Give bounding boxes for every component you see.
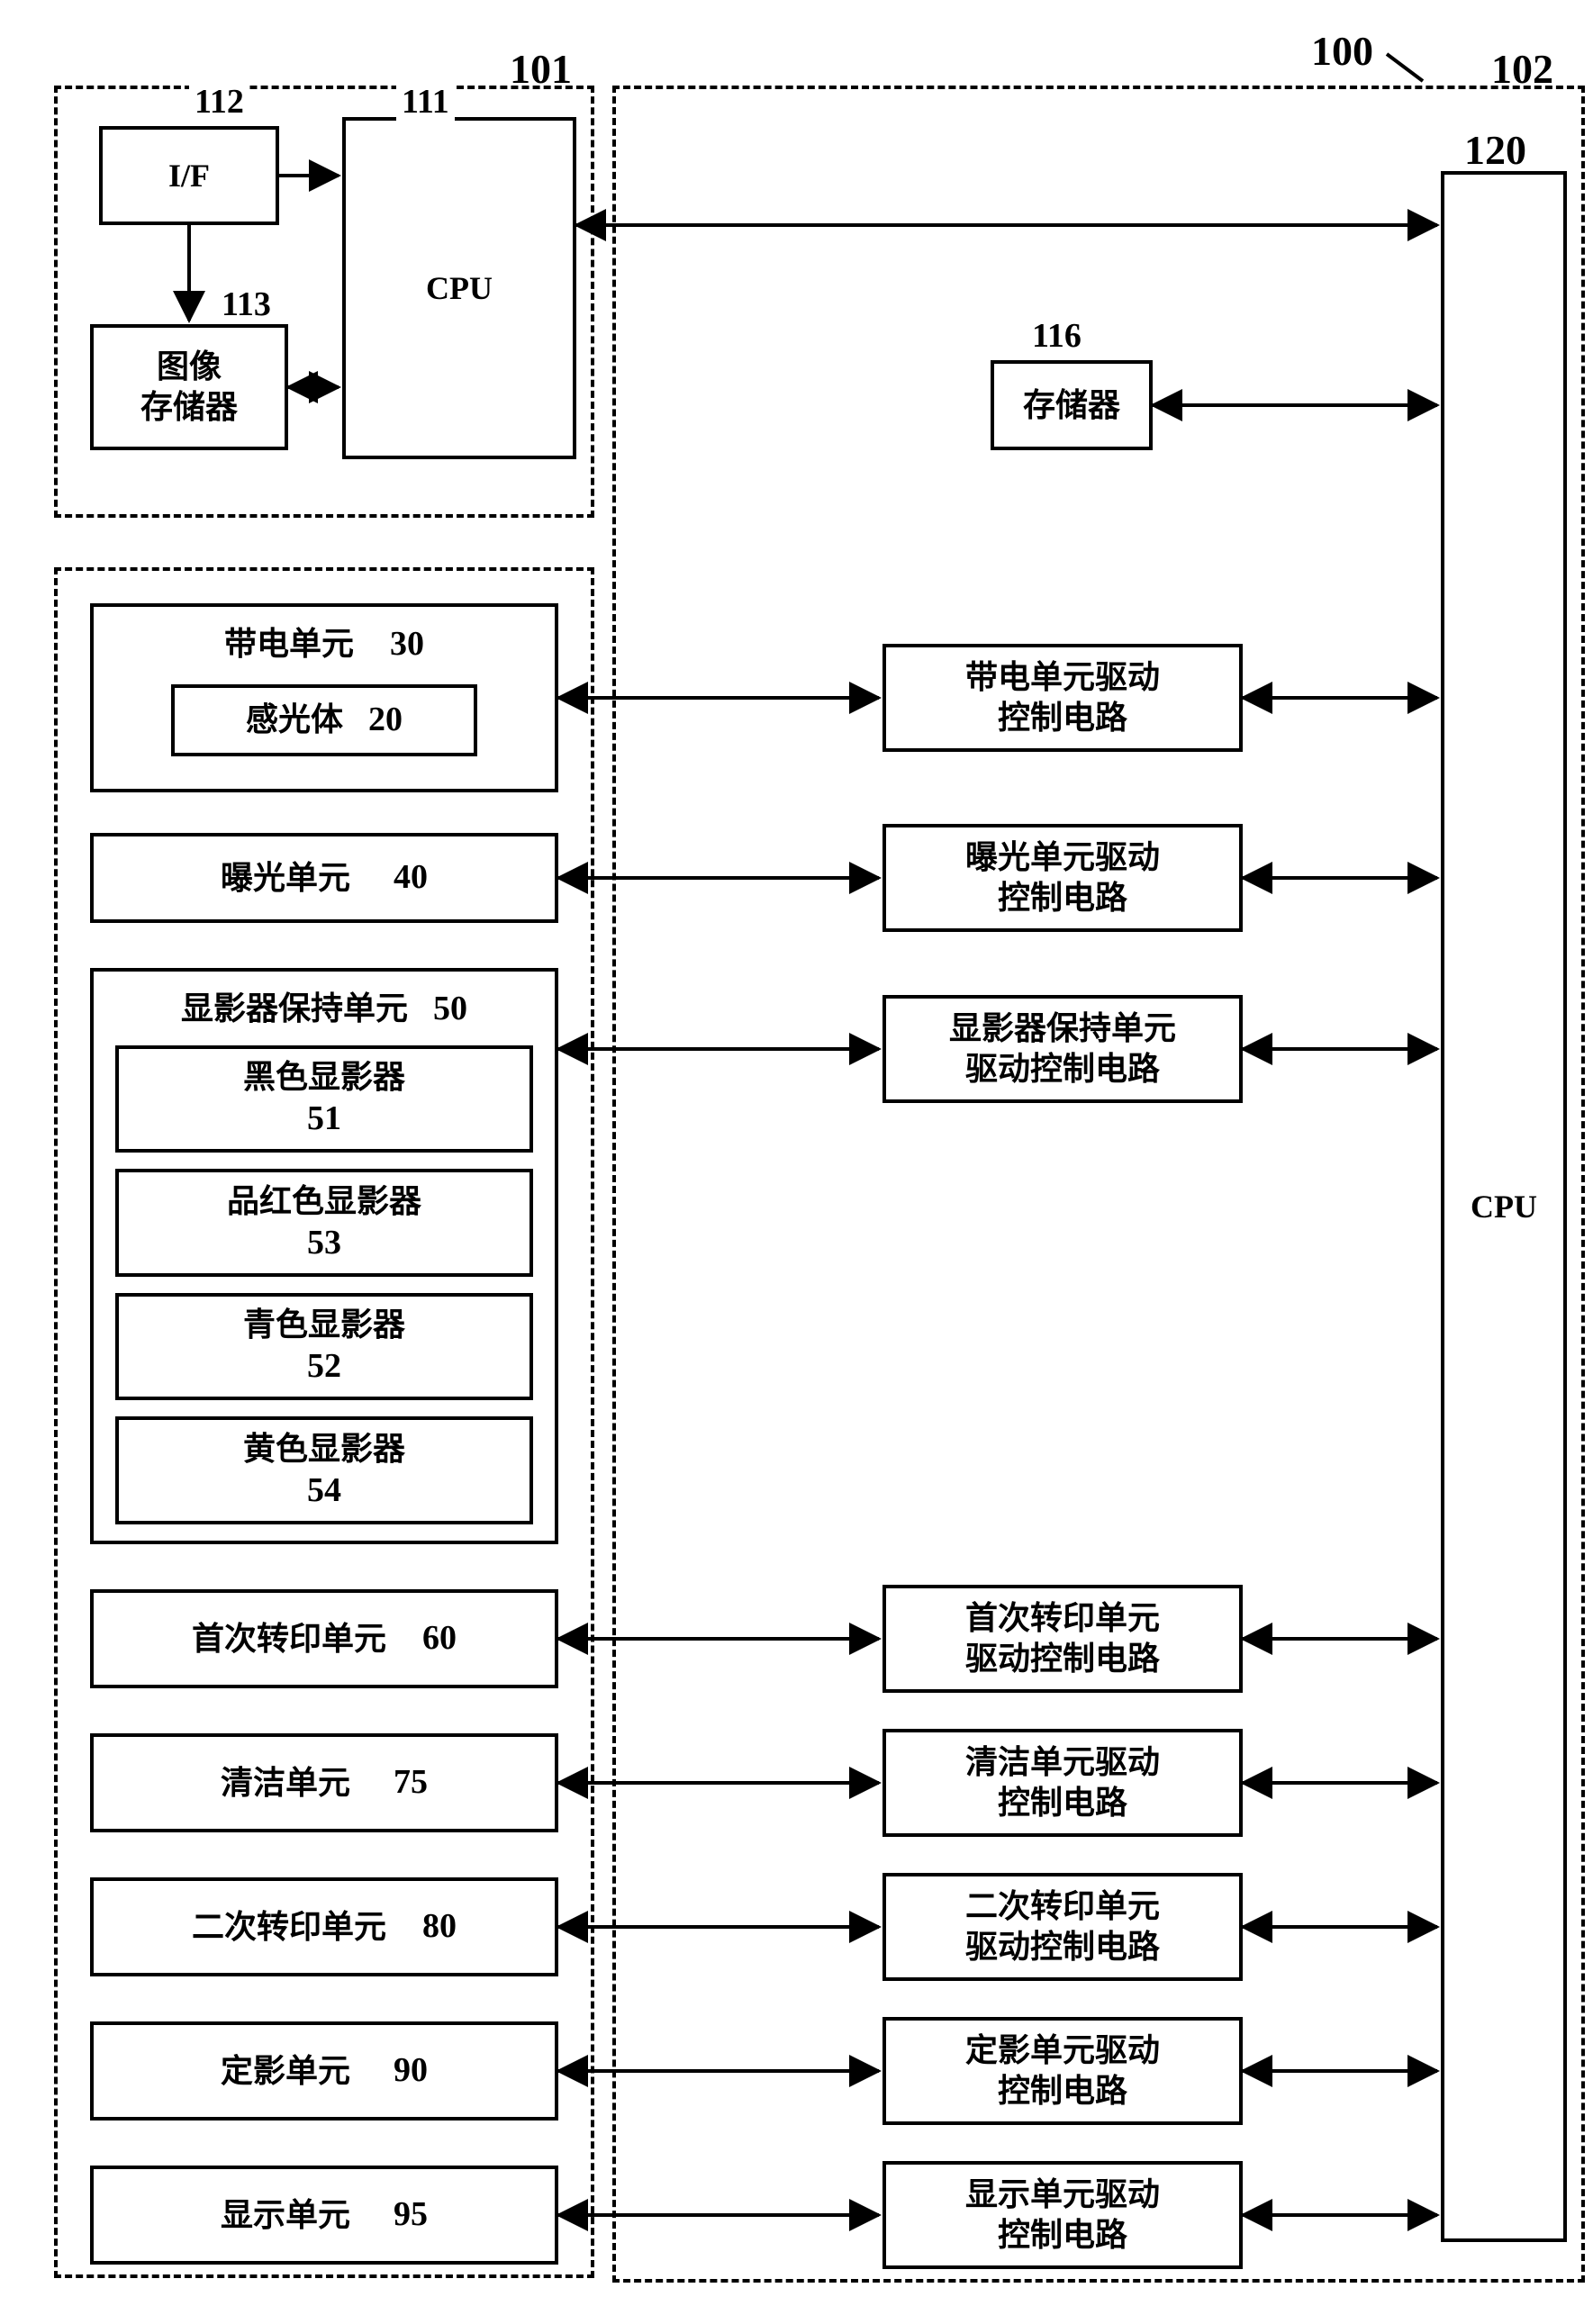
block-img-mem: 图像 存储器 <box>90 324 288 450</box>
img-mem-label: 图像 存储器 <box>140 347 238 428</box>
ref-90: 90 <box>394 2049 428 2093</box>
block-mem: 存储器 <box>991 360 1153 450</box>
ref-95: 95 <box>394 2193 428 2237</box>
dev-black-label: 黑色显影器 <box>243 1057 405 1098</box>
second-drv-label: 二次转印单元 驱动控制电路 <box>965 1886 1160 1967</box>
block-second-drv: 二次转印单元 驱动控制电路 <box>882 1873 1243 1981</box>
cleaning-drv-label: 清洁单元驱动 控制电路 <box>965 1742 1160 1823</box>
ref-111: 111 <box>396 81 455 124</box>
ref-51: 51 <box>307 1098 341 1141</box>
block-charge-drv: 带电单元驱动 控制电路 <box>882 644 1243 752</box>
photoreceptor-label: 感光体 <box>246 700 343 740</box>
ref-30: 30 <box>390 623 424 666</box>
ref-40: 40 <box>394 856 428 900</box>
block-exposure-drv: 曝光单元驱动 控制电路 <box>882 824 1243 932</box>
ref-75: 75 <box>394 1761 428 1804</box>
ref-60: 60 <box>422 1617 457 1660</box>
dev-holder-label: 显影器保持单元 <box>181 989 408 1029</box>
ref-116: 116 <box>1027 315 1087 358</box>
dev-yellow-label: 黄色显影器 <box>243 1429 405 1469</box>
block-dev-magenta: 品红色显影器 53 <box>115 1169 533 1277</box>
block-dev-yellow: 黄色显影器 54 <box>115 1416 533 1524</box>
block-exposure-unit: 曝光单元 40 <box>90 833 558 923</box>
charge-drv-label: 带电单元驱动 控制电路 <box>965 657 1160 738</box>
block-cpu1: CPU <box>342 117 576 459</box>
block-cleaning: 清洁单元 75 <box>90 1733 558 1832</box>
mem-label: 存储器 <box>1023 385 1120 426</box>
ref-20: 20 <box>368 699 403 742</box>
block-dev-holder: 显影器保持单元 50 黑色显影器 51 品红色显影器 53 青色显影器 52 黄… <box>90 968 558 1544</box>
second-transfer-label: 二次转印单元 <box>192 1907 386 1948</box>
exposure-label: 曝光单元 <box>221 858 350 899</box>
diagram-root: 100 101 102 120 CPU 116 存储器 111 CPU 112 … <box>18 18 1593 2306</box>
dev-cyan-label: 青色显影器 <box>243 1305 405 1345</box>
cpu2-label: CPU <box>1471 1187 1537 1227</box>
display-drv-label: 显示单元驱动 控制电路 <box>965 2175 1160 2256</box>
fixing-label: 定影单元 <box>221 2051 350 2092</box>
block-fixing: 定影单元 90 <box>90 2021 558 2121</box>
ref-53: 53 <box>307 1222 341 1265</box>
block-dev-black: 黑色显影器 51 <box>115 1045 533 1153</box>
first-transfer-label: 首次转印单元 <box>192 1619 386 1659</box>
cpu1-label: CPU <box>426 268 493 309</box>
ref-50: 50 <box>433 988 467 1031</box>
block-fixing-drv: 定影单元驱动 控制电路 <box>882 2017 1243 2125</box>
block-if: I/F <box>99 126 279 225</box>
fixing-drv-label: 定影单元驱动 控制电路 <box>965 2030 1160 2111</box>
block-first-transfer: 首次转印单元 60 <box>90 1589 558 1688</box>
ref-112: 112 <box>189 81 249 124</box>
block-cpu2: CPU <box>1441 171 1567 2242</box>
block-photoreceptor: 感光体 20 <box>171 684 477 756</box>
first-drv-label: 首次转印单元 驱动控制电路 <box>965 1598 1160 1679</box>
block-dev-cyan: 青色显影器 52 <box>115 1293 533 1401</box>
block-second-transfer: 二次转印单元 80 <box>90 1877 558 1976</box>
ref-80: 80 <box>422 1905 457 1949</box>
if-label: I/F <box>168 156 210 196</box>
ref-52: 52 <box>307 1345 341 1388</box>
block-display-drv: 显示单元驱动 控制电路 <box>882 2161 1243 2269</box>
block-cleaning-drv: 清洁单元驱动 控制电路 <box>882 1729 1243 1837</box>
ref-113: 113 <box>216 284 276 327</box>
dev-magenta-label: 品红色显影器 <box>227 1181 421 1222</box>
cleaning-label: 清洁单元 <box>221 1763 350 1804</box>
block-charge-unit: 带电单元 30 感光体 20 <box>90 603 558 792</box>
display-label: 显示单元 <box>221 2195 350 2236</box>
block-dev-drv: 显影器保持单元 驱动控制电路 <box>882 995 1243 1103</box>
ref-120: 120 <box>1459 126 1532 174</box>
block-first-drv: 首次转印单元 驱动控制电路 <box>882 1585 1243 1693</box>
charge-unit-label: 带电单元 <box>224 624 354 665</box>
dev-drv-label: 显影器保持单元 驱动控制电路 <box>949 1008 1176 1090</box>
block-display: 显示单元 95 <box>90 2166 558 2265</box>
ref-54: 54 <box>307 1469 341 1513</box>
ref-100: 100 <box>1306 27 1379 75</box>
exposure-drv-label: 曝光单元驱动 控制电路 <box>965 837 1160 918</box>
